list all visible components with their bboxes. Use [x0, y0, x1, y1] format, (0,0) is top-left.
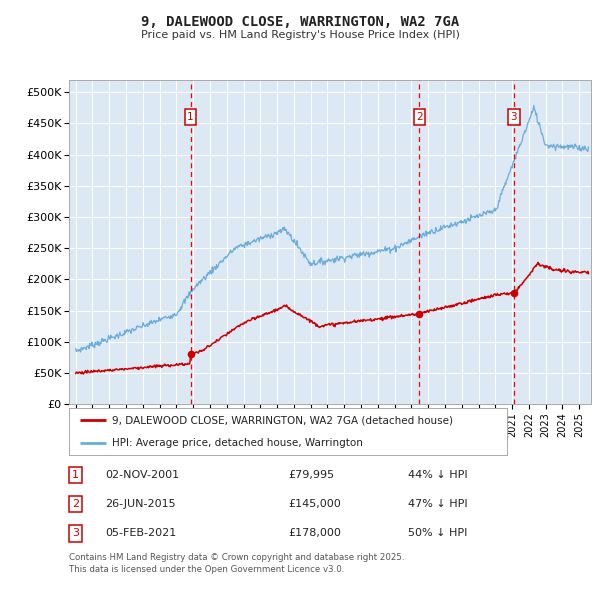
Text: 3: 3 — [511, 112, 517, 122]
Text: HPI: Average price, detached house, Warrington: HPI: Average price, detached house, Warr… — [112, 438, 363, 448]
Text: 9, DALEWOOD CLOSE, WARRINGTON, WA2 7GA (detached house): 9, DALEWOOD CLOSE, WARRINGTON, WA2 7GA (… — [112, 415, 453, 425]
Text: Contains HM Land Registry data © Crown copyright and database right 2025.
This d: Contains HM Land Registry data © Crown c… — [69, 553, 404, 574]
Text: 47% ↓ HPI: 47% ↓ HPI — [409, 499, 468, 509]
Text: 26-JUN-2015: 26-JUN-2015 — [106, 499, 176, 509]
Text: 1: 1 — [187, 112, 194, 122]
Text: £178,000: £178,000 — [288, 529, 341, 539]
Text: 2: 2 — [416, 112, 423, 122]
Text: Price paid vs. HM Land Registry's House Price Index (HPI): Price paid vs. HM Land Registry's House … — [140, 30, 460, 40]
Text: 9, DALEWOOD CLOSE, WARRINGTON, WA2 7GA: 9, DALEWOOD CLOSE, WARRINGTON, WA2 7GA — [141, 15, 459, 29]
Text: £79,995: £79,995 — [288, 470, 334, 480]
Text: 44% ↓ HPI: 44% ↓ HPI — [409, 470, 468, 480]
Text: 05-FEB-2021: 05-FEB-2021 — [106, 529, 177, 539]
Text: 3: 3 — [72, 529, 79, 539]
Text: 1: 1 — [72, 470, 79, 480]
Text: 02-NOV-2001: 02-NOV-2001 — [106, 470, 179, 480]
Text: 50% ↓ HPI: 50% ↓ HPI — [409, 529, 467, 539]
Text: 2: 2 — [72, 499, 79, 509]
Text: £145,000: £145,000 — [288, 499, 341, 509]
